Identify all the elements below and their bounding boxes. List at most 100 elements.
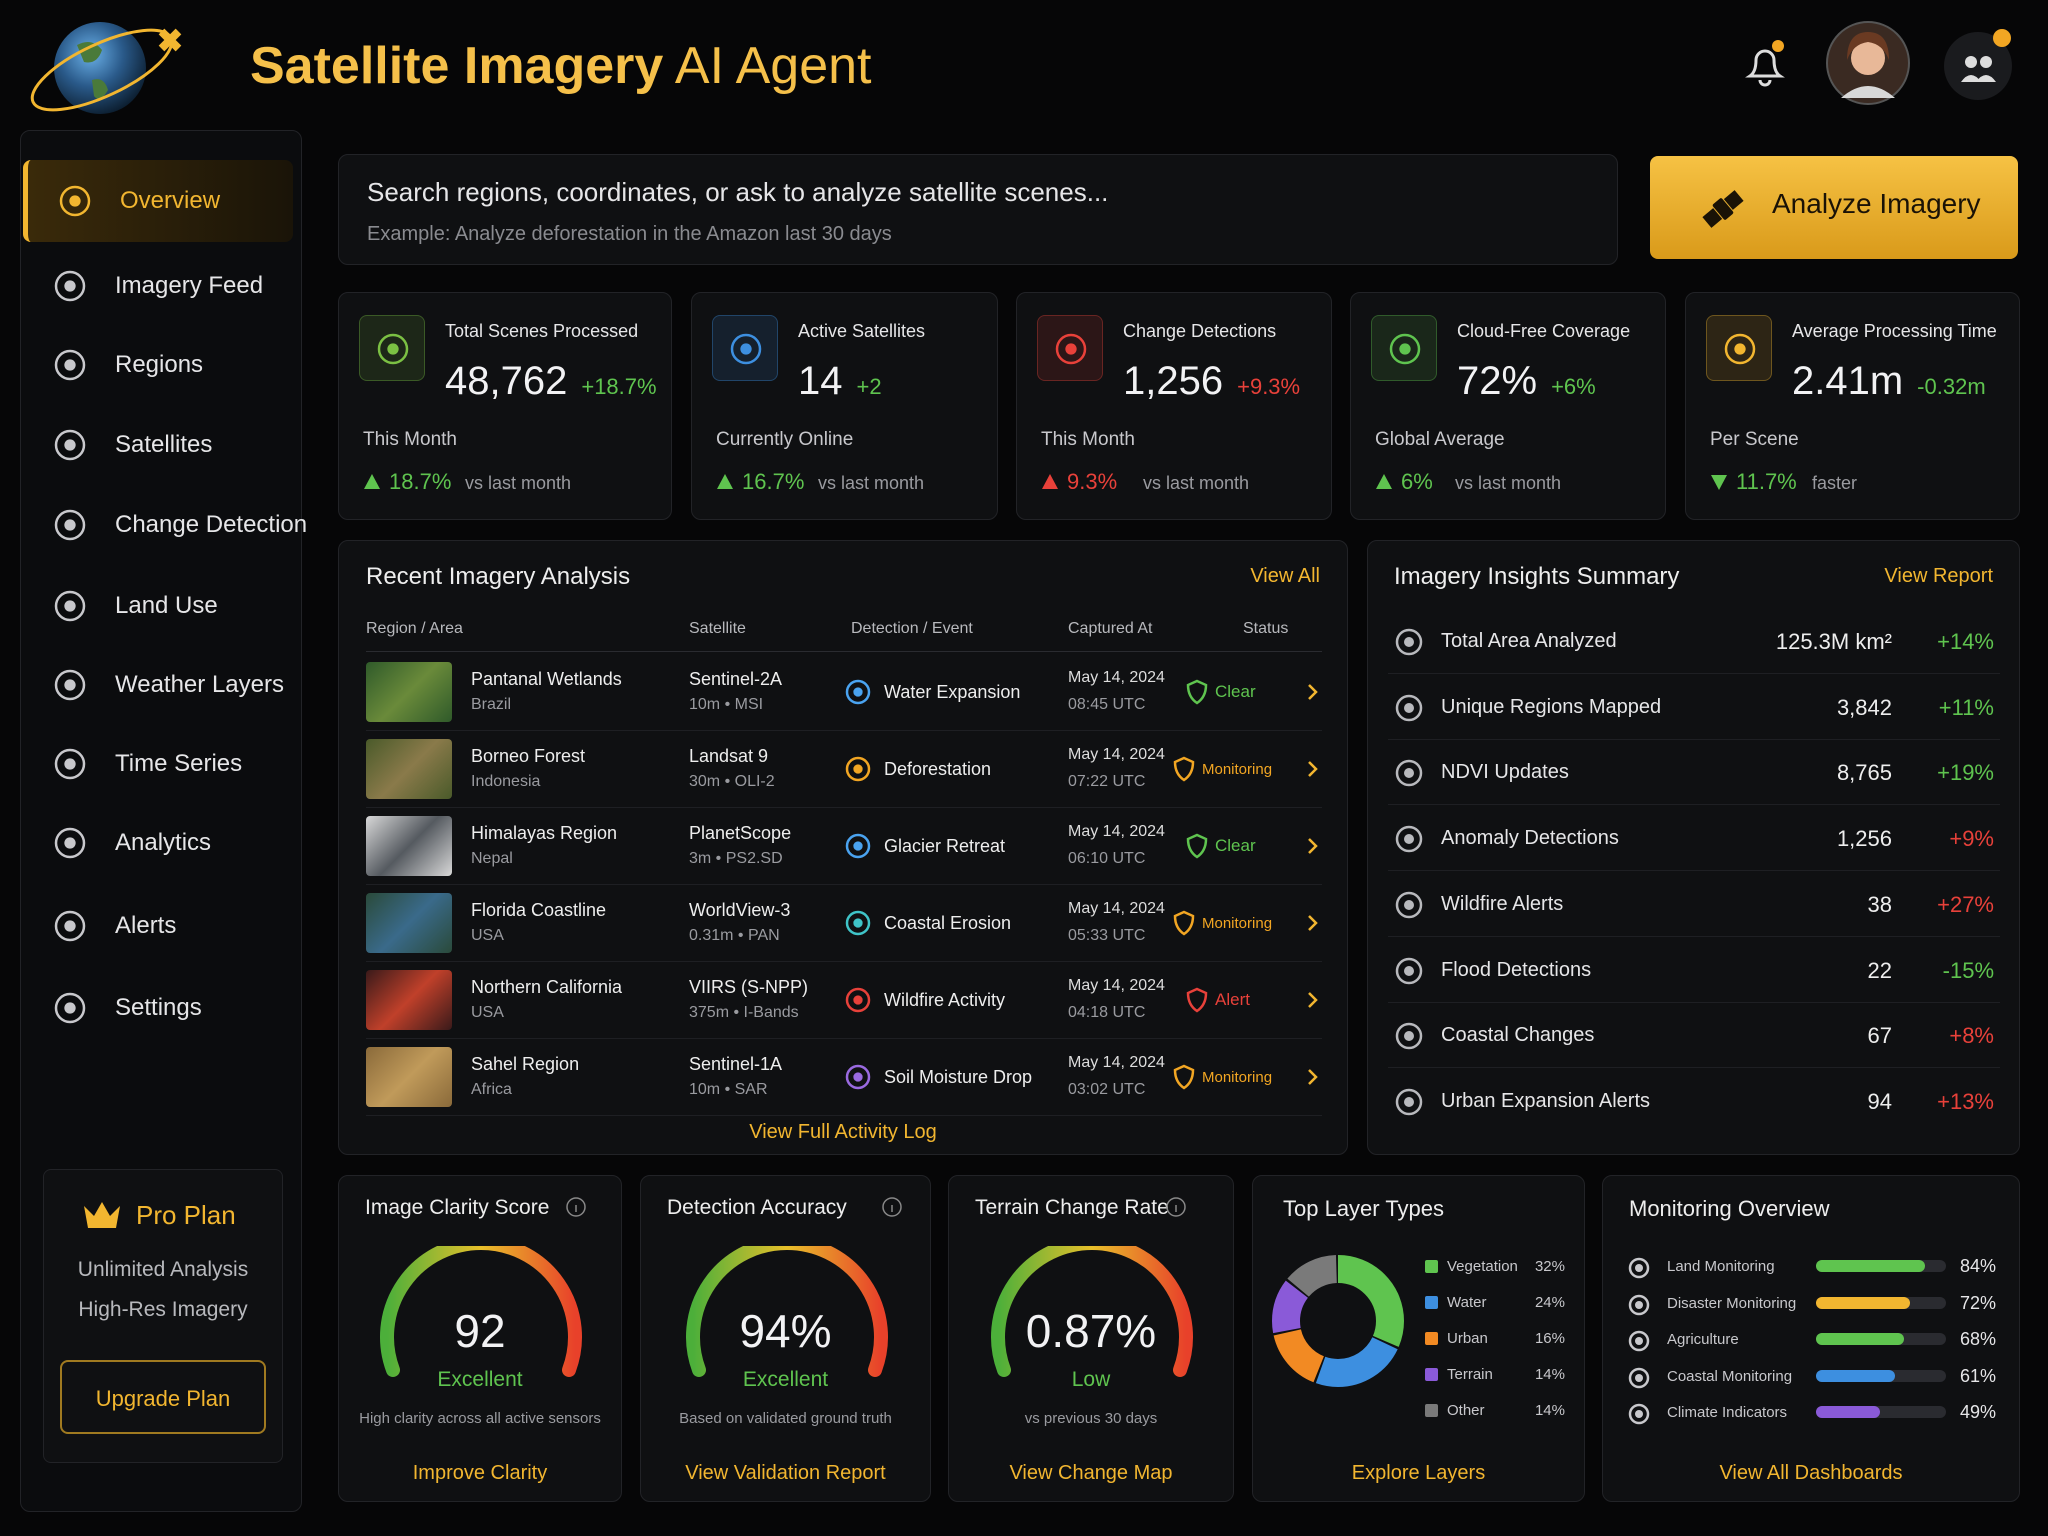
kpi-trend-text: vs last month xyxy=(818,473,925,493)
insight-label: Urban Expansion Alerts xyxy=(1441,1089,1651,1112)
nav-item[interactable]: Change Detection xyxy=(23,484,307,566)
shield xyxy=(1186,679,1208,705)
insight-icon xyxy=(1395,1022,1423,1050)
monitoring-card: Monitoring Overview Land Monitoring 84% Dis… xyxy=(1602,1175,2020,1502)
arrow-shape xyxy=(364,474,380,489)
search-box[interactable]: Search regions, coordinates, or ask to a… xyxy=(338,154,1618,265)
table-row[interactable]: Himalayas Region Nepal PlanetScope 3m • PS2… xyxy=(366,808,1322,885)
gauge-value: 94% xyxy=(739,1305,832,1357)
monitoring-value: 49% xyxy=(1960,1402,1997,1422)
gauge-rating: Excellent xyxy=(437,1368,523,1391)
nav-item[interactable]: Alerts xyxy=(23,885,293,967)
icon-shape xyxy=(1628,1367,1650,1388)
insight-value: 38 xyxy=(1867,891,1892,917)
status-label: Monitoring xyxy=(1202,761,1273,778)
icon-shape xyxy=(54,748,86,780)
layers-link[interactable]: Explore Layers xyxy=(1351,1462,1486,1484)
nav-label: Overview xyxy=(120,187,221,214)
nav-icon xyxy=(54,349,86,381)
thumbnail xyxy=(366,893,452,953)
status-label: Clear xyxy=(1215,682,1256,701)
icon-dot xyxy=(64,600,76,612)
insight-label: Coastal Changes xyxy=(1441,1024,1595,1047)
view-all-link[interactable]: View All xyxy=(1250,565,1320,587)
table-row[interactable]: Sahel Region Africa Sentinel-1A 10m • SAR So… xyxy=(366,1039,1322,1116)
nav-item[interactable]: Land Use xyxy=(23,565,293,647)
capture-date: May 14, 2024 xyxy=(1068,746,1165,763)
kpi-value: 48,762 xyxy=(445,359,568,403)
insight-icon xyxy=(1395,628,1423,656)
table-row[interactable]: Florida Coastline USA WorldView-3 0.31m • P… xyxy=(366,885,1322,962)
nav-item[interactable]: Settings xyxy=(23,967,293,1049)
nav-label: Imagery Feed xyxy=(115,272,264,299)
user-avatar[interactable] xyxy=(1825,20,1911,106)
gauge-value: 92 xyxy=(454,1305,506,1357)
team-button[interactable] xyxy=(1940,24,2020,104)
table-row[interactable]: Northern California USA VIIRS (S-NPP) 375m … xyxy=(366,962,1322,1039)
icon-dot xyxy=(853,1072,863,1082)
gauge-title: Image Clarity Score xyxy=(365,1196,550,1219)
insight-icon xyxy=(1395,891,1423,919)
search-example: Example: Analyze deforestation in the Am… xyxy=(367,223,892,245)
kpi-value: 1,256 xyxy=(1123,359,1224,403)
region-country: Nepal xyxy=(471,850,513,867)
shield xyxy=(1173,910,1195,936)
panel-title: Recent Imagery Analysis xyxy=(366,563,631,590)
gauge-link[interactable]: View Validation Report xyxy=(685,1462,886,1484)
analyze-button[interactable]: Analyze Imagery xyxy=(1650,156,2018,259)
satellite-name: Sentinel-2A xyxy=(689,669,783,689)
legend-swatch xyxy=(1425,1368,1438,1381)
nav-item[interactable]: Overview xyxy=(23,160,293,242)
nav-item[interactable]: Regions xyxy=(23,324,293,406)
chevron xyxy=(1308,1069,1318,1085)
status-label: Monitoring xyxy=(1202,915,1273,932)
nav-label: Land Use xyxy=(115,592,218,619)
icon-shape xyxy=(1724,333,1756,365)
kpi-icon xyxy=(1371,315,1437,381)
monitoring-link[interactable]: View All Dashboards xyxy=(1719,1462,1903,1484)
bar-track xyxy=(1816,1333,1946,1345)
kpi-value: 72% xyxy=(1457,359,1538,403)
nav-item[interactable]: Analytics xyxy=(23,802,293,884)
insight-change: -15% xyxy=(1942,957,1994,983)
nav-item[interactable]: Satellites xyxy=(23,404,293,486)
gauge-link[interactable]: View Change Map xyxy=(1009,1462,1173,1484)
icon-dot xyxy=(1635,1410,1643,1418)
icon-dot xyxy=(853,687,863,697)
insight-label: Flood Detections xyxy=(1441,958,1592,981)
status-icon xyxy=(1186,679,1208,705)
icon-dot xyxy=(1065,343,1077,355)
table-row[interactable]: Pantanal Wetlands Brazil Sentinel-2A 10m • … xyxy=(366,654,1322,731)
insight-row: Unique Regions Mapped 3,842 +11% xyxy=(1388,674,2000,740)
gauge-title: Detection Accuracy xyxy=(667,1196,847,1219)
gauge-link[interactable]: Improve Clarity xyxy=(412,1462,548,1484)
kpi-icon xyxy=(1706,315,1772,381)
table-row[interactable]: Borneo Forest Indonesia Landsat 9 30m • OLI… xyxy=(366,731,1322,808)
icon-shape xyxy=(377,333,409,365)
insight-value: 125.3M km² xyxy=(1775,629,1892,654)
legend-value: 32% xyxy=(1534,1258,1565,1275)
arrow-shape xyxy=(1042,474,1058,489)
icon-dot xyxy=(1734,343,1746,355)
kpi-value-row: 14 +2 xyxy=(798,359,882,404)
nav-icon xyxy=(54,748,86,780)
upgrade-button[interactable]: Upgrade Plan xyxy=(60,1360,266,1434)
insight-value: 3,842 xyxy=(1836,694,1892,720)
notification-bell[interactable] xyxy=(1742,38,1788,92)
capture-time: 05:33 UTC xyxy=(1068,927,1146,944)
nav-icon xyxy=(54,590,86,622)
view-report-link[interactable]: View Report xyxy=(1884,565,1993,587)
nav-item[interactable]: Imagery Feed xyxy=(23,245,293,327)
insight-icon xyxy=(1395,957,1423,984)
nav-item[interactable]: Weather Layers xyxy=(23,644,293,726)
kpi-icon xyxy=(712,315,778,381)
kpi-title: Average Processing Time xyxy=(1792,321,1997,341)
capture-date: May 14, 2024 xyxy=(1068,1054,1165,1071)
row-chevron xyxy=(1308,684,1318,700)
event-icon xyxy=(845,756,871,782)
activity-log-link[interactable]: View Full Activity Log xyxy=(749,1121,937,1143)
legend-swatch xyxy=(1425,1404,1438,1417)
nav-item[interactable]: Time Series xyxy=(23,723,293,805)
panel-title: Monitoring Overview xyxy=(1629,1196,1830,1221)
